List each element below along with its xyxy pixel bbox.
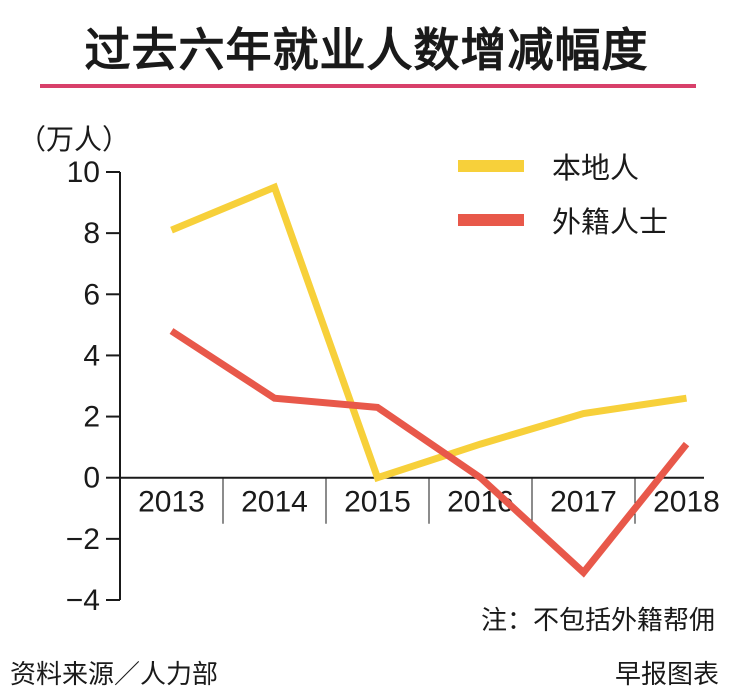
legend-label-foreign: 外籍人士 <box>552 205 669 239</box>
series-line-foreign <box>169 328 690 578</box>
graphic-credit: 早报图表 <box>614 660 719 690</box>
x-category-label: 2013 <box>138 486 205 519</box>
y-tick-label: 6 <box>83 278 100 311</box>
title-underline <box>40 84 696 88</box>
y-tick-label: 2 <box>83 401 100 434</box>
legend-swatch-foreign <box>458 214 524 226</box>
y-tick-label: −2 <box>66 523 100 556</box>
chart-title: 过去六年就业人数增减幅度 <box>84 23 649 77</box>
y-tick-label: 8 <box>83 217 100 250</box>
y-axis-unit-label: （万人） <box>18 123 131 156</box>
legend-item-foreign: 外籍人士 <box>458 200 668 240</box>
chart-note: 注：不包括外籍帮佣 <box>480 606 715 636</box>
legend-item-local: 本地人 <box>458 146 639 186</box>
y-tick-label: 0 <box>83 462 100 495</box>
chart-series <box>169 182 690 578</box>
x-category-label: 2014 <box>241 486 308 519</box>
data-source: 资料来源／人力部 <box>10 660 219 690</box>
x-category-label: 2017 <box>550 486 617 519</box>
y-tick-label: −4 <box>66 584 100 617</box>
x-category-label: 2018 <box>653 486 720 519</box>
y-tick-label: 10 <box>67 156 100 189</box>
legend-swatch-local <box>458 160 524 172</box>
x-category-label: 2015 <box>344 486 411 519</box>
legend-label-local: 本地人 <box>552 151 640 185</box>
y-tick-label: 4 <box>83 339 100 372</box>
series-line-local <box>170 182 688 483</box>
